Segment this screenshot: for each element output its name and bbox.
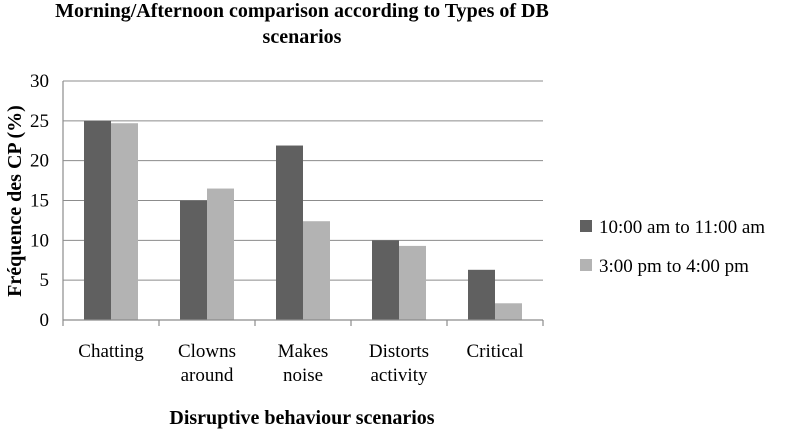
bar-morning bbox=[468, 269, 495, 320]
x-category-label: noise bbox=[283, 365, 323, 386]
y-tick-label: 0 bbox=[40, 310, 50, 331]
bar-afternoon bbox=[303, 221, 330, 320]
axes bbox=[62, 81, 544, 326]
bar-afternoon bbox=[111, 123, 138, 321]
legend: 10:00 am to 11:00 am 3:00 pm to 4:00 pm bbox=[580, 217, 765, 277]
bars bbox=[84, 120, 522, 321]
chart-title-line-2: scenarios bbox=[263, 26, 342, 48]
bar-morning bbox=[372, 240, 399, 320]
chart-title-line-1: Morning/Afternoon comparison according t… bbox=[55, 0, 549, 22]
y-tick-label: 10 bbox=[30, 230, 49, 251]
x-axis-title: Disruptive behaviour scenarios bbox=[169, 407, 434, 429]
legend-label: 3:00 pm to 4:00 pm bbox=[599, 256, 749, 277]
legend-label: 10:00 am to 11:00 am bbox=[599, 217, 765, 238]
bar-afternoon bbox=[495, 303, 522, 320]
legend-swatch bbox=[580, 220, 592, 232]
y-tick-label: 15 bbox=[30, 191, 49, 212]
bar-afternoon bbox=[399, 245, 426, 320]
x-category-label: around bbox=[181, 365, 234, 386]
bar-morning bbox=[276, 145, 303, 320]
bar-morning bbox=[180, 200, 207, 320]
y-tick-label: 5 bbox=[40, 270, 50, 291]
x-category-label: Critical bbox=[467, 341, 524, 362]
x-category-label: Distorts bbox=[369, 341, 429, 362]
x-category-label: activity bbox=[371, 365, 428, 386]
y-tick-label: 20 bbox=[30, 151, 49, 172]
y-tick-label: 25 bbox=[30, 111, 49, 132]
y-tick-label: 30 bbox=[30, 71, 49, 92]
legend-swatch bbox=[580, 259, 592, 271]
x-category-label: Clowns bbox=[178, 341, 236, 362]
bar-morning bbox=[84, 120, 111, 320]
y-axis-title: Fréquence des CP (%) bbox=[4, 105, 26, 297]
bar-afternoon bbox=[207, 188, 234, 320]
x-category-labels: Chatting Clowns around Makes noise Distorts ac… bbox=[78, 341, 523, 386]
y-tick-labels: 0 5 10 15 20 25 30 bbox=[30, 71, 49, 331]
x-category-label: Chatting bbox=[78, 341, 144, 362]
x-category-label: Makes bbox=[278, 341, 329, 362]
